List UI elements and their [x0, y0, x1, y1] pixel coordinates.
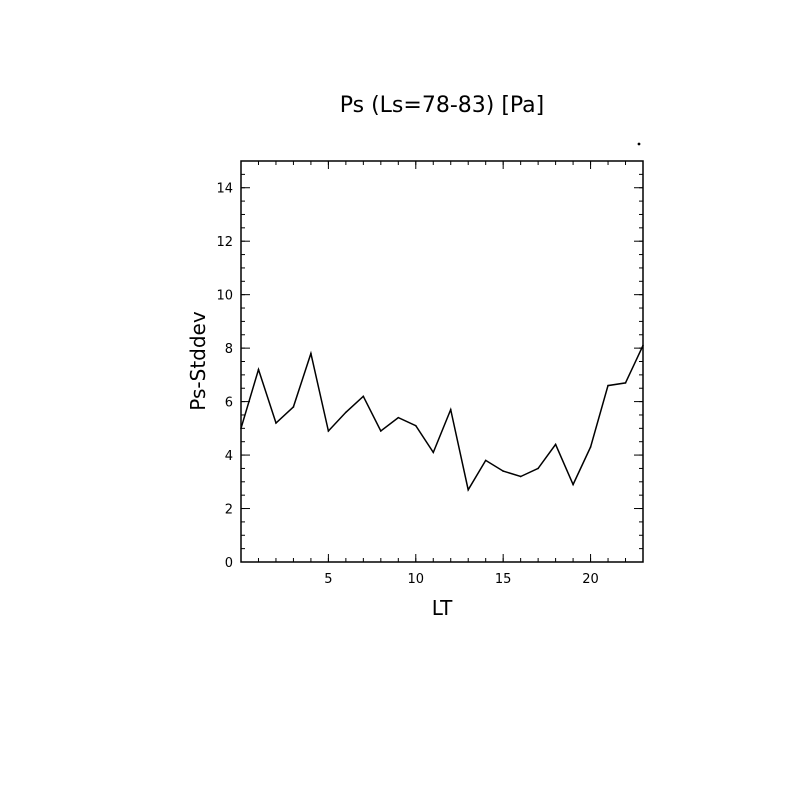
data-point [380, 430, 382, 432]
y-tick-label: 12 [216, 235, 233, 250]
data-point [624, 382, 627, 384]
data-point [607, 384, 609, 387]
data-point [414, 424, 417, 427]
tick-labels: 5 10 15 20 0 2 4 6 8 10 12 14 [216, 182, 598, 587]
data-point [327, 430, 330, 432]
y-tick-label: 10 [216, 289, 233, 304]
data-point [345, 411, 347, 414]
data-point [467, 489, 470, 491]
y-tick-label: 6 [225, 396, 233, 411]
data-point [292, 406, 295, 408]
y-tick-label: 14 [216, 182, 233, 197]
data-point [484, 459, 487, 462]
data-point [449, 408, 452, 411]
data-points [240, 344, 644, 491]
data-point [432, 451, 435, 454]
x-tick-label: 10 [408, 572, 425, 587]
corner-dot [637, 142, 641, 146]
chart-title: Ps (Ls=78-83) [Pa] [340, 93, 545, 118]
y-tick-label: 2 [225, 503, 233, 518]
x-axis-label: LT [432, 596, 453, 620]
plot-frame [240, 160, 644, 563]
data-point [362, 395, 365, 398]
axis-ticks [241, 161, 643, 563]
x-tick-label: 20 [582, 572, 599, 587]
x-tick-label: 15 [495, 572, 512, 587]
data-point [502, 470, 504, 472]
data-point [589, 446, 592, 448]
x-tick-label: 5 [324, 572, 332, 587]
data-point [642, 344, 644, 347]
series-line [240, 345, 644, 492]
data-point [537, 467, 539, 470]
y-axis-label: Ps-Stddev [186, 311, 210, 411]
y-tick-label: 4 [225, 449, 233, 464]
data-point [519, 475, 522, 478]
data-point [275, 422, 277, 424]
y-tick-label: 8 [225, 342, 233, 357]
data-point [572, 483, 574, 486]
data-point [240, 427, 242, 430]
data-point [554, 443, 557, 446]
data-point [310, 352, 312, 355]
data-point [397, 416, 400, 419]
data-point [257, 368, 260, 371]
y-tick-label: 0 [225, 556, 233, 571]
